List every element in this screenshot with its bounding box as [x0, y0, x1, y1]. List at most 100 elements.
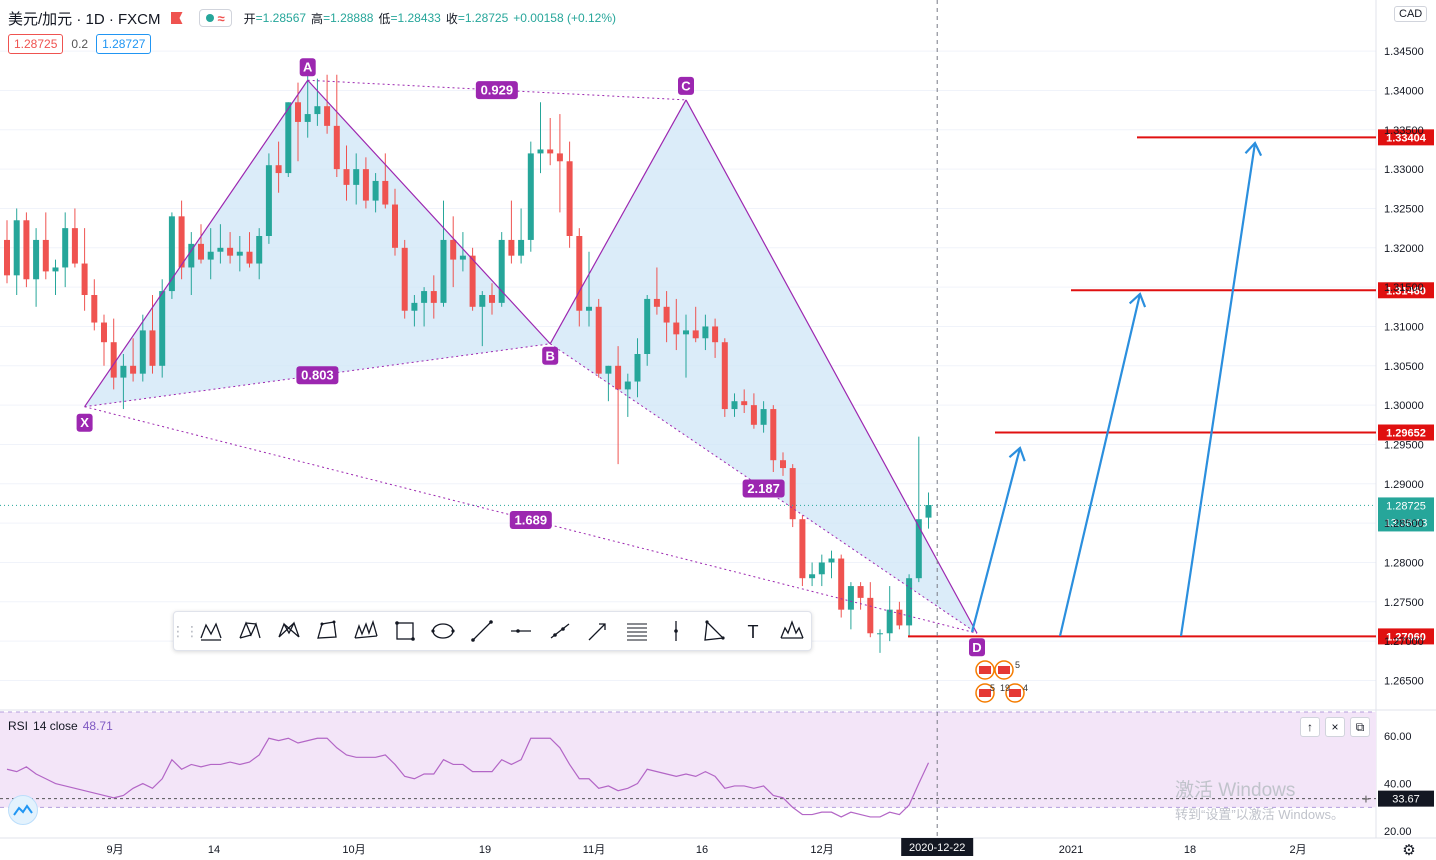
candle-body: [818, 562, 825, 575]
candle: [896, 601, 903, 630]
candle-body: [91, 295, 98, 323]
candle-body: [595, 306, 602, 374]
horizontal-line-icon[interactable]: [502, 614, 541, 648]
ratio-bcd-label-text: 2.187: [747, 481, 780, 496]
xabcd-pattern-lines[interactable]: X A B C D 0.929 0.803 2.187 1.689: [76, 58, 985, 657]
economic-events[interactable]: 5 5 19 4: [975, 660, 1028, 703]
candle-body: [702, 326, 709, 339]
candle: [799, 515, 806, 587]
rectangle-icon[interactable]: [385, 614, 424, 648]
currency-button[interactable]: CAD: [1394, 6, 1428, 22]
rsi-reference-value: 33.67: [1392, 794, 1420, 806]
ellipse-icon[interactable]: [424, 614, 463, 648]
vertical-line-icon[interactable]: [656, 614, 695, 648]
candle-body: [401, 247, 408, 311]
event-flag-icon-flag: [1009, 689, 1021, 697]
three-drives-icon[interactable]: [347, 614, 386, 648]
xabcd-pattern-fill: [84, 80, 977, 634]
price-tick-label: 1.30500: [1384, 361, 1424, 373]
candle-body: [605, 365, 612, 374]
trend-line-icon[interactable]: [463, 614, 502, 648]
candle: [789, 464, 796, 528]
flag-icon[interactable]: [170, 12, 183, 24]
ray-icon[interactable]: [540, 614, 579, 648]
candle: [702, 314, 709, 351]
candle: [615, 346, 622, 465]
candle-body: [362, 169, 369, 201]
candle: [489, 283, 495, 315]
target-level-price: 1.33404: [1386, 132, 1427, 144]
xabcd-pattern-2-icon[interactable]: [231, 614, 270, 648]
arrow-to-level-2-shaft: [1058, 293, 1142, 637]
candle-body: [159, 291, 166, 366]
price-tick-label: 1.27000: [1384, 636, 1424, 648]
arrow-icon[interactable]: [579, 614, 618, 648]
candle-body: [712, 326, 719, 343]
symbol-title[interactable]: 美元/加元 · 1D · FXCM: [8, 10, 161, 28]
abcd-pattern-icon[interactable]: [308, 614, 347, 648]
parallel-channel-icon[interactable]: [618, 614, 657, 648]
target-level-badge-bg: [1378, 424, 1434, 441]
time-tick-label: 11月: [583, 844, 605, 856]
candle-body: [459, 255, 466, 260]
candle-body: [809, 574, 816, 579]
event-count: 5: [990, 683, 995, 693]
logo-icon[interactable]: [8, 795, 38, 825]
candle-body: [721, 342, 728, 410]
rsi-legend[interactable]: RSI 14 close 48.71: [8, 719, 113, 733]
last-price-badge-bg: [1378, 497, 1434, 532]
leg-bc: [549, 99, 687, 345]
event-flag-icon: [1005, 683, 1025, 703]
move-pane-up-button[interactable]: ↑: [1300, 717, 1320, 737]
time-tick-label: 16: [696, 844, 708, 856]
candle-body: [227, 247, 234, 256]
candle-body: [615, 365, 622, 390]
candle: [634, 338, 641, 398]
rsi-band: [0, 712, 1376, 808]
candle: [139, 314, 146, 382]
arrow-to-level-1-head: [1244, 141, 1263, 157]
buy-button[interactable]: 1.28727: [96, 34, 152, 54]
drag-handle-icon[interactable]: ⋮⋮: [171, 622, 199, 639]
time-tick-label: 10月: [342, 844, 365, 856]
maximize-pane-button[interactable]: ⧉: [1350, 717, 1370, 737]
target-level-badge-bg: [1378, 282, 1434, 299]
price-tick-label: 1.32500: [1384, 203, 1424, 215]
candle-body: [382, 180, 389, 205]
target-levels[interactable]: 1.33404 1.31460 1.29652 1.27060 1.28725 13:36…: [0, 129, 1434, 645]
sell-button[interactable]: 1.28725: [8, 34, 64, 54]
projection-arrows[interactable]: [970, 141, 1263, 637]
candle: [304, 74, 311, 138]
point-c-label-bg: [678, 76, 694, 95]
candle-body: [799, 519, 806, 579]
candle: [159, 279, 166, 378]
candle-body: [343, 169, 350, 185]
close-pane-button[interactable]: ×: [1325, 717, 1345, 737]
candle: [644, 295, 651, 366]
high-label: 高: [311, 11, 324, 26]
candle-body: [663, 306, 670, 323]
watermark-line-2: 转到“设置”以激活 Windows。: [1175, 807, 1345, 822]
candle: [62, 212, 69, 288]
candle-body: [634, 354, 641, 382]
candle-body: [285, 102, 292, 174]
cypher-pattern-icon[interactable]: [269, 614, 308, 648]
candle-body: [430, 291, 437, 303]
candle-body: [198, 243, 204, 260]
candle-body: [469, 255, 476, 307]
xabcd-pattern-icon[interactable]: [192, 614, 231, 648]
candle: [81, 228, 88, 311]
candle: [731, 393, 738, 417]
candle-body: [750, 405, 757, 425]
rsi-label: RSI: [8, 719, 29, 733]
candle: [421, 287, 428, 327]
candle: [828, 550, 835, 579]
candle-body: [857, 586, 864, 598]
text-icon[interactable]: T: [734, 614, 773, 648]
triangle-pattern-icon[interactable]: [695, 614, 734, 648]
point-x-label-text: X: [80, 415, 89, 430]
head-shoulders-icon[interactable]: [772, 614, 811, 648]
diag-xb: [84, 343, 551, 408]
market-status-pill[interactable]: ≈: [198, 9, 232, 27]
